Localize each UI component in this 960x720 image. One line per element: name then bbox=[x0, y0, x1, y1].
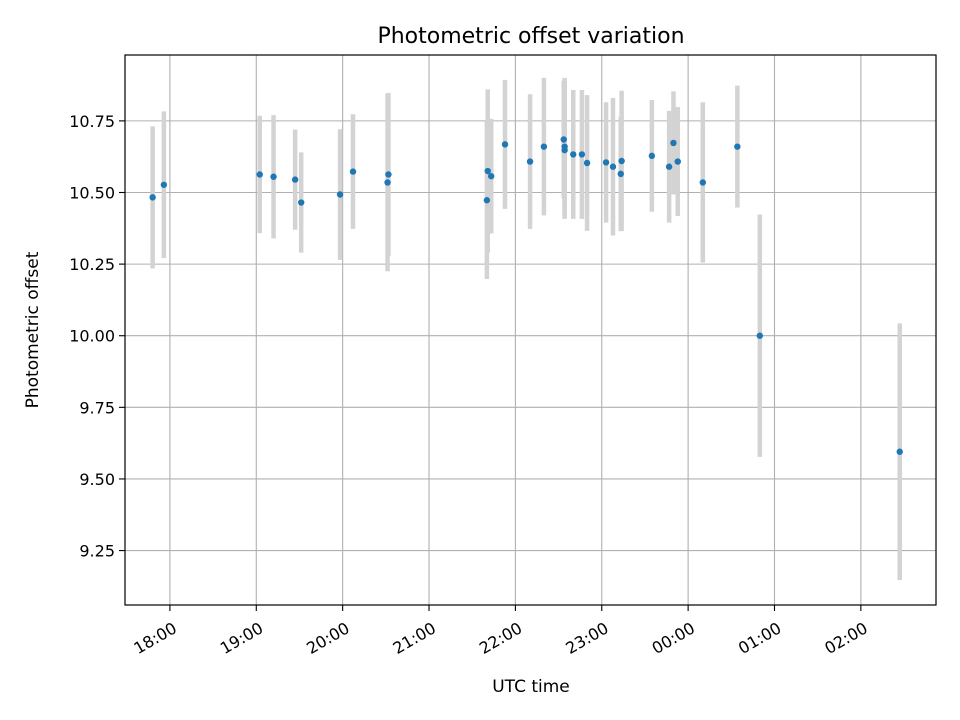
y-tick-label: 9.25 bbox=[79, 542, 115, 561]
data-points bbox=[149, 136, 903, 455]
data-point bbox=[540, 143, 548, 150]
y-tick-label: 10.50 bbox=[69, 184, 115, 203]
data-point bbox=[618, 157, 625, 165]
data-point bbox=[699, 179, 707, 186]
data-point bbox=[648, 152, 656, 160]
data-point bbox=[483, 197, 491, 204]
data-point bbox=[665, 163, 673, 170]
y-tick-label: 9.50 bbox=[79, 470, 115, 489]
data-point bbox=[501, 141, 509, 148]
data-point bbox=[349, 168, 357, 175]
data-point bbox=[609, 163, 617, 170]
plot-frame bbox=[124, 54, 937, 606]
y-tick-label: 10.25 bbox=[69, 255, 115, 274]
data-point bbox=[896, 448, 903, 455]
data-point bbox=[561, 146, 568, 154]
data-point bbox=[384, 179, 391, 186]
data-point bbox=[578, 151, 586, 158]
y-axis-label: Photometric offset bbox=[23, 251, 43, 408]
data-point bbox=[270, 173, 277, 180]
data-point bbox=[256, 171, 263, 178]
data-point bbox=[617, 170, 624, 178]
data-point bbox=[560, 136, 567, 143]
data-point bbox=[149, 194, 156, 201]
data-point bbox=[297, 199, 305, 206]
data-point bbox=[488, 172, 495, 180]
data-point bbox=[484, 167, 491, 175]
data-point bbox=[160, 181, 168, 188]
data-point bbox=[291, 176, 299, 183]
y-tick-label: 9.75 bbox=[79, 398, 115, 417]
data-point bbox=[674, 158, 681, 165]
data-point bbox=[336, 191, 344, 198]
data-point bbox=[583, 159, 591, 167]
data-point bbox=[734, 143, 741, 150]
data-point bbox=[570, 151, 577, 158]
chart-title: Photometric offset variation bbox=[377, 24, 684, 49]
y-tick-label: 10.00 bbox=[69, 327, 115, 346]
data-point bbox=[756, 332, 764, 339]
data-point bbox=[385, 171, 392, 178]
x-axis-label: UTC time bbox=[492, 677, 570, 697]
y-tick-label: 10.75 bbox=[69, 112, 115, 131]
grid bbox=[125, 55, 936, 605]
data-point bbox=[526, 158, 534, 165]
data-point bbox=[670, 139, 677, 147]
data-point bbox=[602, 159, 610, 166]
